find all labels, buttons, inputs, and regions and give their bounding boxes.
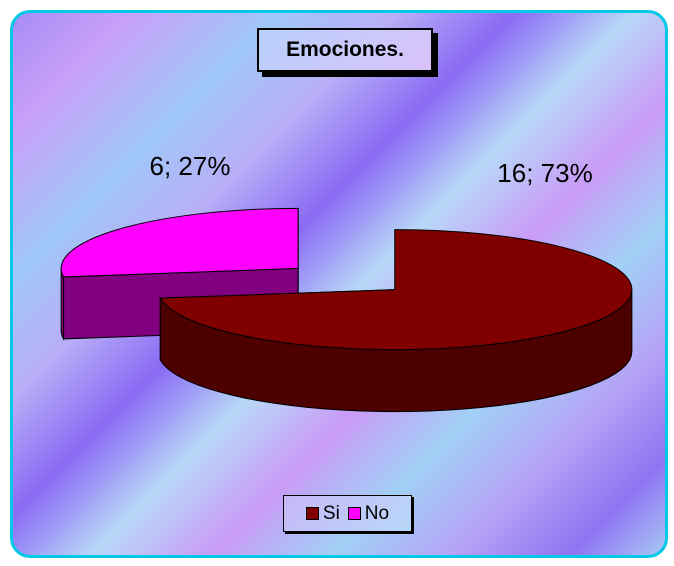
legend-swatch: [305, 507, 319, 520]
slice-top: [159, 229, 633, 351]
data-label: 6; 27%: [150, 151, 231, 181]
slice-rim: [60, 268, 65, 341]
pie-slice: [159, 229, 633, 413]
data-label: 16; 73%: [497, 158, 592, 188]
legend-label: No: [364, 502, 390, 524]
slice-top: [60, 207, 299, 278]
legend: Si No: [283, 495, 412, 532]
chart-title: Emociones.: [257, 28, 433, 72]
legend-item: Si: [305, 502, 340, 525]
legend-swatch: [347, 507, 361, 520]
legend-item: No: [347, 502, 390, 525]
legend-label: Si: [322, 502, 340, 524]
